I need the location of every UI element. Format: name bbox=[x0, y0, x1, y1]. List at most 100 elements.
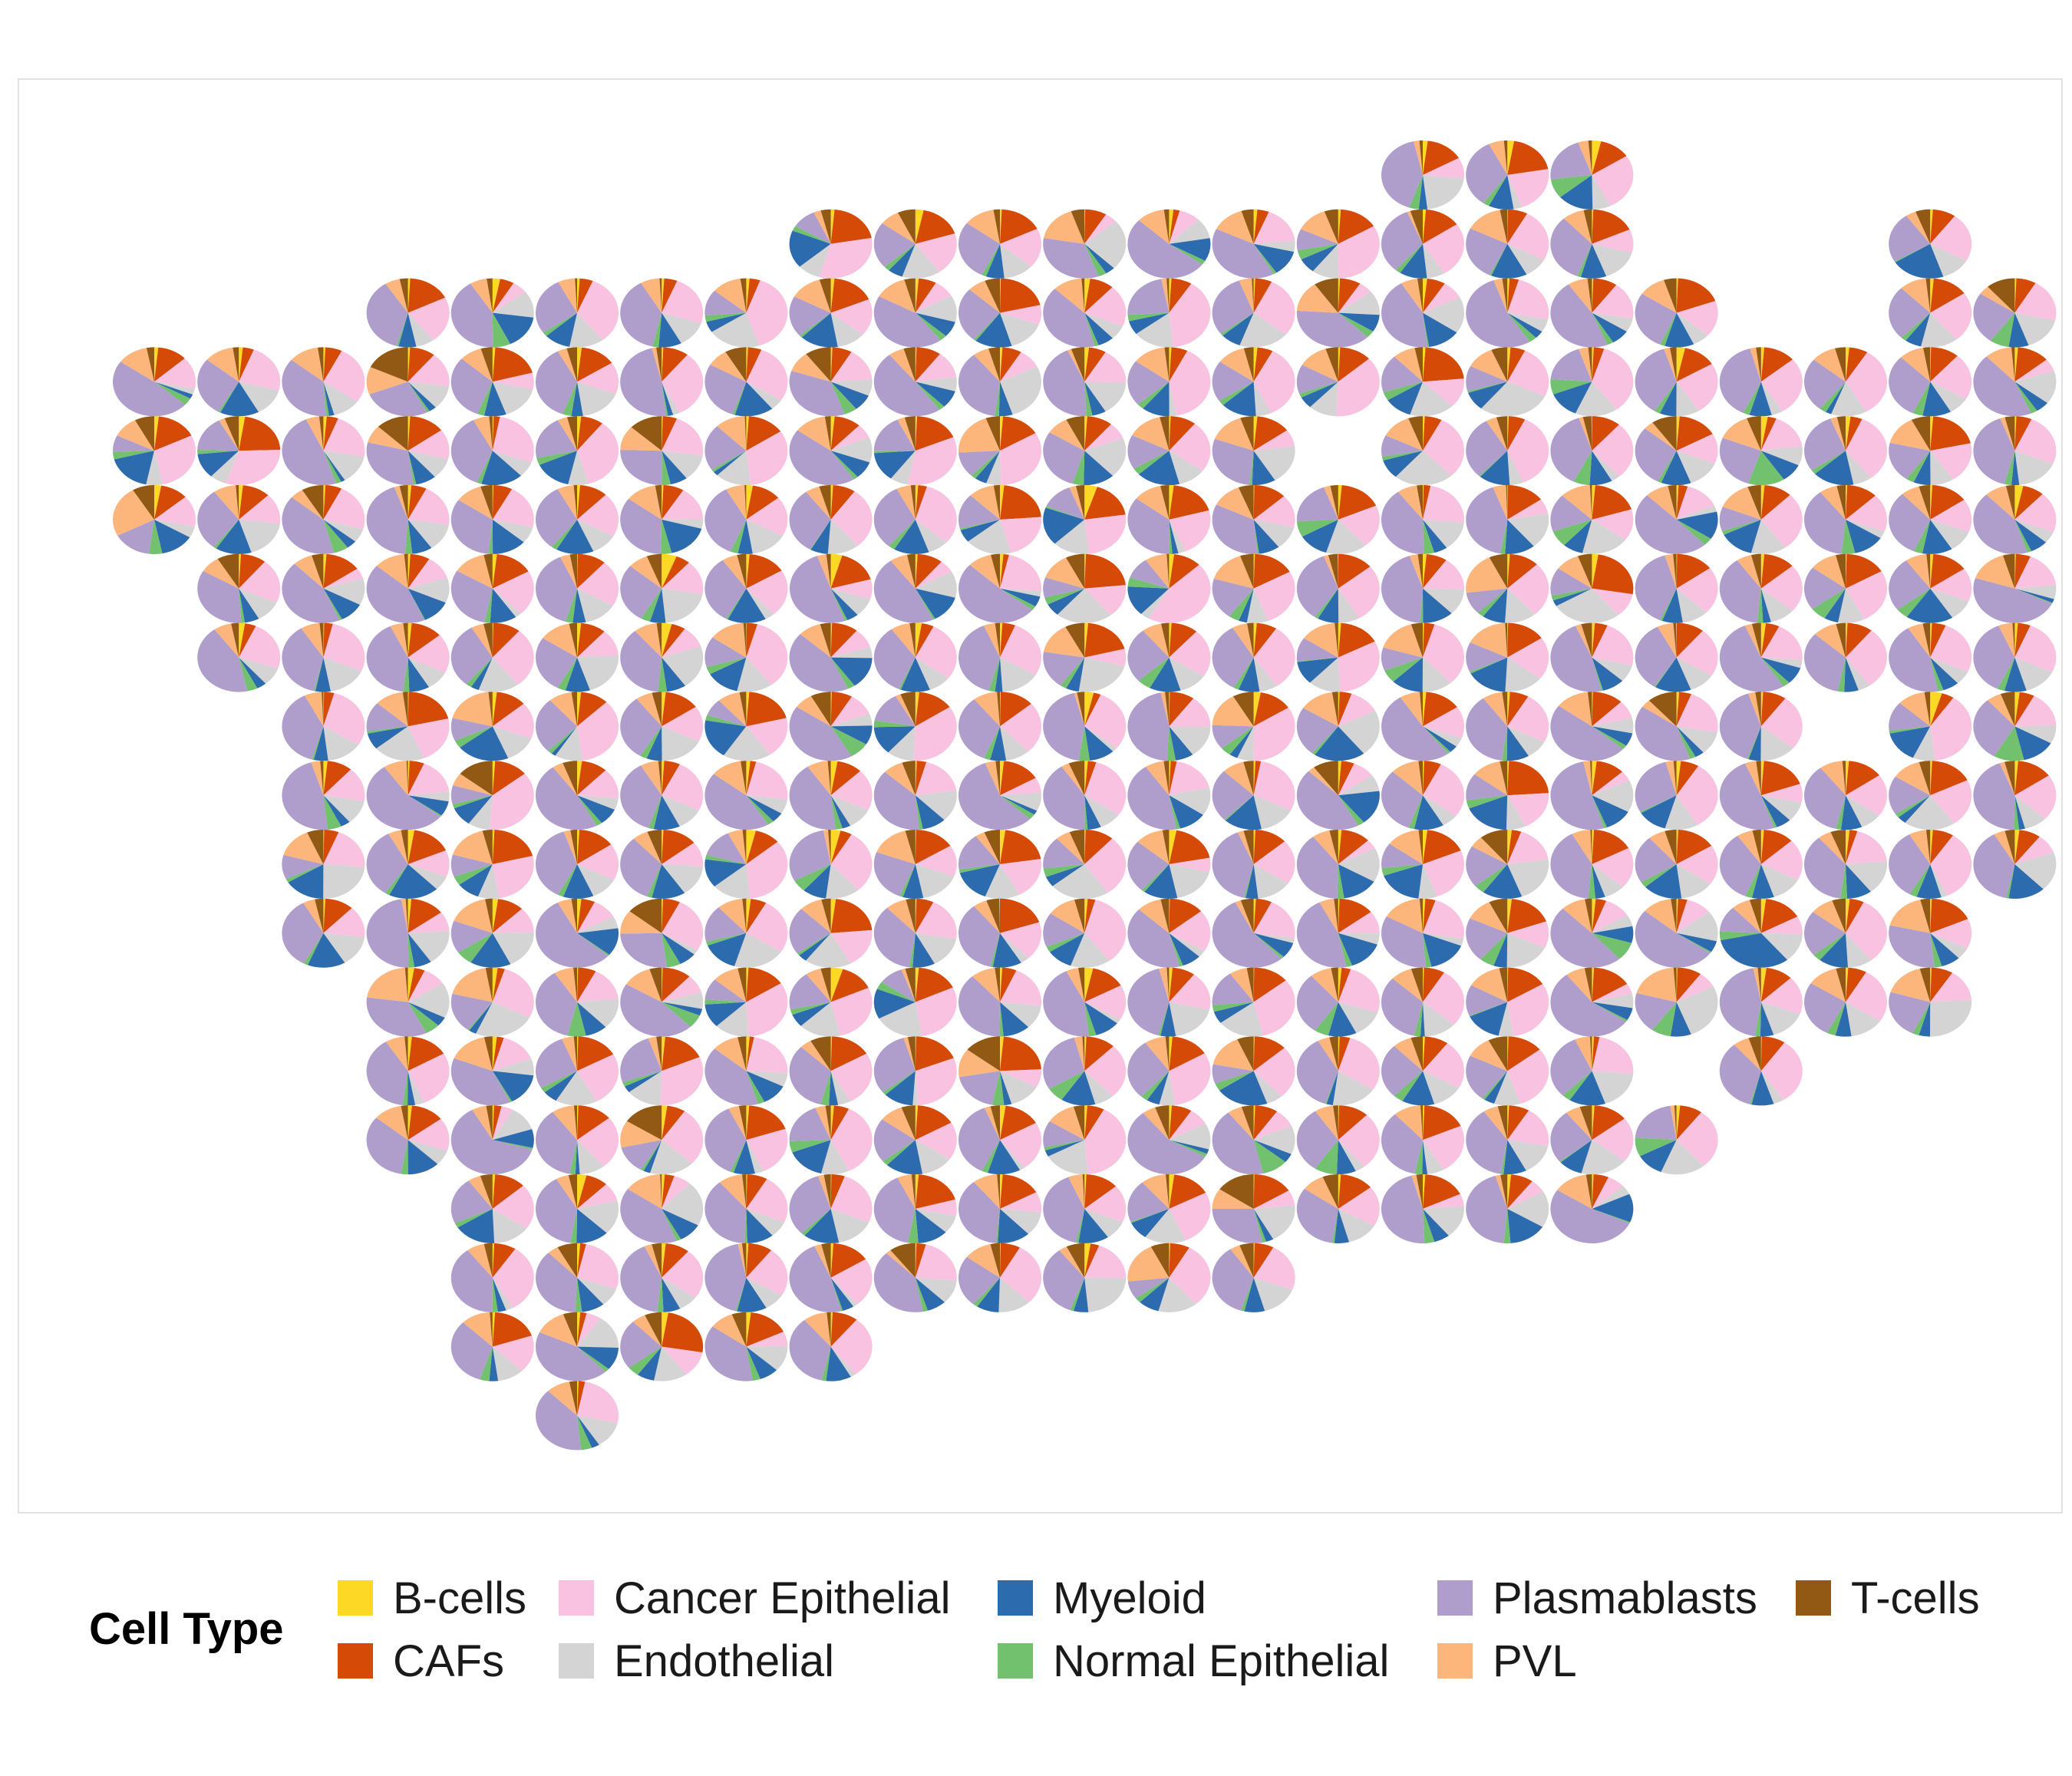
pie-slice bbox=[1592, 278, 1594, 313]
pie-slice bbox=[323, 622, 333, 658]
pie-slice bbox=[969, 280, 1000, 313]
spot-pie bbox=[1381, 485, 1464, 555]
pie-slice bbox=[1994, 830, 2015, 864]
pie-slice bbox=[1747, 726, 1761, 760]
pie-slice bbox=[1505, 657, 1540, 692]
pie-slice bbox=[746, 1071, 788, 1087]
pie-slice bbox=[817, 1174, 831, 1209]
pie-slice bbox=[714, 864, 751, 899]
spot-pie bbox=[1296, 553, 1380, 623]
pie-slice bbox=[1592, 1002, 1633, 1020]
pie-slice bbox=[789, 371, 845, 417]
pie-slice bbox=[1127, 220, 1203, 279]
pie-slice bbox=[746, 1312, 784, 1347]
pie-slice bbox=[1973, 578, 2052, 623]
pie-slice bbox=[1592, 278, 1617, 313]
pie-slice bbox=[1506, 795, 1526, 830]
pie-slice bbox=[476, 1002, 530, 1037]
pie-slice bbox=[830, 646, 873, 659]
pie-slice bbox=[620, 1322, 662, 1368]
pie-slice bbox=[804, 1209, 840, 1244]
pie-slice bbox=[1070, 1277, 1085, 1312]
pie-slice bbox=[482, 830, 493, 864]
pie-slice bbox=[1000, 352, 1038, 382]
pie-slice bbox=[535, 1391, 581, 1451]
pie-slice bbox=[1413, 140, 1423, 175]
pie-slice bbox=[323, 864, 365, 900]
spot-pie bbox=[1803, 967, 1888, 1037]
pie-slice bbox=[1973, 626, 2015, 689]
pie-slice bbox=[450, 627, 493, 685]
pie-slice bbox=[620, 933, 668, 968]
pie-slice bbox=[1253, 209, 1258, 244]
pie-slice bbox=[719, 1174, 747, 1209]
pie-slice bbox=[492, 553, 497, 589]
pie-slice bbox=[830, 437, 873, 463]
pie-slice bbox=[1043, 652, 1085, 686]
pie-slice bbox=[635, 622, 662, 658]
pie-slice bbox=[662, 1105, 685, 1141]
pie-slice bbox=[1313, 830, 1338, 864]
pie-slice bbox=[1143, 1107, 1170, 1141]
spot-pie bbox=[620, 622, 704, 692]
pie-slice bbox=[307, 933, 345, 968]
pie-slice bbox=[649, 588, 666, 623]
pie-slice bbox=[1585, 1174, 1592, 1209]
pie-slice bbox=[1749, 898, 1761, 933]
pie-slice bbox=[1065, 622, 1085, 658]
pie-slice bbox=[1577, 243, 1592, 278]
pie-slice bbox=[577, 971, 619, 1002]
pie-slice bbox=[1486, 417, 1508, 451]
pie-slice bbox=[406, 761, 408, 796]
pie-slice bbox=[1747, 692, 1761, 727]
pie-slice bbox=[1840, 795, 1862, 830]
pie-slice bbox=[1466, 588, 1508, 613]
pie-slice bbox=[915, 657, 949, 690]
pie-slice bbox=[1253, 841, 1295, 884]
pie-slice bbox=[239, 657, 266, 688]
pie-slice bbox=[1659, 381, 1677, 417]
pie-slice bbox=[1846, 967, 1866, 1002]
pie-slice bbox=[1084, 279, 1113, 313]
pie-slice bbox=[1311, 726, 1338, 755]
pie-slice bbox=[746, 761, 757, 796]
spot-pie bbox=[450, 1036, 534, 1106]
spot-pie bbox=[1212, 967, 1295, 1037]
spot-pie bbox=[1381, 1105, 1465, 1175]
pie-slice bbox=[1000, 1123, 1041, 1168]
pie-slice bbox=[830, 588, 870, 616]
legend-swatch bbox=[338, 1643, 373, 1679]
spot-pie bbox=[1889, 553, 1972, 623]
pie-slice bbox=[1127, 434, 1170, 469]
pie-slice bbox=[737, 1243, 747, 1278]
spot-pie bbox=[1466, 1174, 1549, 1243]
pie-slice bbox=[906, 553, 916, 589]
spot-pie bbox=[1043, 278, 1127, 348]
pie-slice bbox=[806, 486, 831, 520]
pie-slice bbox=[900, 657, 930, 692]
pie-slice bbox=[746, 416, 749, 451]
pie-slice bbox=[1000, 692, 1031, 727]
spot-pie bbox=[1127, 485, 1211, 555]
spot-pie bbox=[790, 553, 873, 623]
pie-slice bbox=[1338, 291, 1380, 315]
pie-slice bbox=[746, 520, 784, 554]
pie-slice bbox=[1334, 1209, 1350, 1244]
pie-slice bbox=[746, 1346, 777, 1379]
pie-slice bbox=[492, 1249, 534, 1309]
pie-slice bbox=[366, 367, 408, 394]
pie-slice bbox=[577, 761, 582, 796]
pie-slice bbox=[1930, 347, 1932, 382]
pie-slice bbox=[1238, 657, 1260, 692]
pie-slice bbox=[1423, 520, 1447, 553]
pie-slice bbox=[1423, 726, 1462, 747]
pie-slice bbox=[1239, 588, 1254, 623]
pie-slice bbox=[1890, 969, 1931, 1002]
pie-slice bbox=[1169, 1243, 1170, 1278]
spot-pie bbox=[535, 485, 619, 554]
pie-slice bbox=[915, 381, 945, 410]
pie-slice bbox=[897, 209, 916, 244]
pie-slice bbox=[549, 692, 577, 727]
pie-slice bbox=[1000, 366, 1042, 415]
pie-slice bbox=[1169, 1036, 1205, 1071]
